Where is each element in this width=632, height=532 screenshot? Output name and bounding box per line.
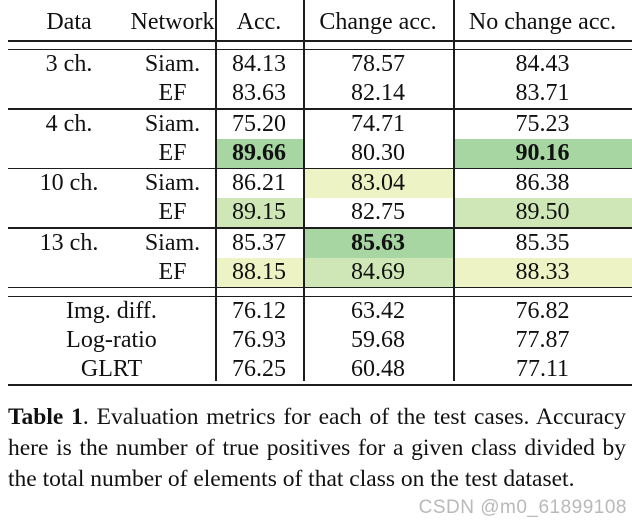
acc-value-highlight: 88.15 bbox=[215, 257, 303, 287]
header-cell-network: Network bbox=[130, 9, 215, 35]
table-row: EF 89.15 82.75 89.50 bbox=[8, 198, 632, 227]
no-change-acc-value-highlight: 88.33 bbox=[453, 257, 632, 287]
acc-value: 76.12 bbox=[232, 297, 286, 324]
header-cell-no-change-acc: No change acc. bbox=[468, 9, 617, 35]
table-row: 13 ch. Siam. 85.37 85.63 85.35 bbox=[8, 228, 632, 258]
no-change-acc-value: 83.71 bbox=[515, 80, 570, 106]
column-divider bbox=[215, 0, 217, 381]
column-divider bbox=[303, 0, 305, 381]
group-rule bbox=[8, 167, 632, 169]
network-label: Siam. bbox=[144, 170, 201, 196]
network-label: Siam. bbox=[144, 51, 201, 77]
group-rule bbox=[8, 108, 632, 110]
acc-value-highlight-best: 89.66 bbox=[215, 138, 303, 168]
no-change-acc-value: 86.38 bbox=[515, 170, 570, 196]
acc-value: 76.93 bbox=[232, 326, 286, 353]
table-caption: Table 1. Evaluation metrics for each of … bbox=[8, 402, 626, 495]
network-label: EF bbox=[158, 80, 187, 106]
change-acc-value: 60.48 bbox=[351, 355, 405, 382]
acc-value: 84.13 bbox=[232, 51, 286, 77]
header-cell-data: Data bbox=[46, 9, 92, 35]
acc-value: 85.37 bbox=[232, 229, 286, 256]
data-label bbox=[8, 258, 130, 287]
network-label: Siam. bbox=[144, 229, 201, 256]
acc-value-highlight: 89.15 bbox=[215, 198, 303, 227]
table-row: EF 88.15 84.69 88.33 bbox=[8, 257, 632, 287]
group-rule bbox=[8, 227, 632, 229]
no-change-acc-value: 76.82 bbox=[515, 297, 570, 324]
acc-value: 76.25 bbox=[232, 355, 286, 382]
network-label: EF bbox=[158, 199, 187, 225]
no-change-acc-value: 84.43 bbox=[515, 51, 570, 77]
data-label bbox=[8, 198, 130, 227]
change-acc-value: 82.75 bbox=[351, 199, 405, 225]
data-label: 4 ch. bbox=[45, 110, 93, 137]
no-change-acc-value-highlight-best: 90.16 bbox=[453, 138, 632, 168]
change-acc-value: 59.68 bbox=[351, 326, 405, 353]
table-row: 4 ch. Siam. 75.20 74.71 75.23 bbox=[8, 110, 632, 139]
table-header-row: Data Network Acc. Change acc. No change … bbox=[8, 0, 632, 40]
change-acc-value: 80.30 bbox=[351, 139, 405, 166]
caption-label: Table 1 bbox=[8, 404, 83, 430]
acc-value: 86.21 bbox=[232, 170, 286, 196]
data-label bbox=[8, 79, 130, 108]
no-change-acc-value: 77.87 bbox=[515, 326, 570, 353]
baseline-label: Img. diff. bbox=[66, 297, 157, 324]
data-label: 10 ch. bbox=[39, 170, 99, 196]
watermark-text: CSDN @m0_61899108 bbox=[418, 497, 627, 518]
column-divider bbox=[453, 0, 455, 381]
table-row-baseline: GLRT 76.25 60.48 77.11 bbox=[8, 355, 632, 384]
data-label: 3 ch. bbox=[45, 51, 93, 77]
section-double-rule bbox=[8, 286, 632, 297]
header-double-rule bbox=[8, 40, 632, 50]
header-cell-acc: Acc. bbox=[236, 9, 282, 35]
data-label: 13 ch. bbox=[39, 229, 99, 256]
change-acc-value: 82.14 bbox=[351, 80, 405, 106]
table-row: 10 ch. Siam. 86.21 83.04 86.38 bbox=[8, 169, 632, 198]
no-change-acc-value-highlight: 89.50 bbox=[453, 198, 632, 227]
table-bottom-rule bbox=[8, 383, 632, 386]
change-acc-value-highlight-best: 85.63 bbox=[303, 228, 453, 258]
acc-value: 75.20 bbox=[232, 110, 286, 137]
results-table: Data Network Acc. Change acc. No change … bbox=[8, 0, 632, 386]
no-change-acc-value: 75.23 bbox=[515, 110, 570, 137]
change-acc-value: 78.57 bbox=[351, 51, 405, 77]
baseline-label: GLRT bbox=[80, 355, 143, 382]
caption-text: . Evaluation metrics for each of the tes… bbox=[8, 404, 626, 492]
no-change-acc-value: 77.11 bbox=[515, 355, 570, 382]
table-row-baseline: Img. diff. 76.12 63.42 76.82 bbox=[8, 297, 632, 326]
table-row-baseline: Log-ratio 76.93 59.68 77.87 bbox=[8, 326, 632, 355]
change-acc-value-highlight: 83.04 bbox=[303, 169, 453, 198]
header-cell-change-acc: Change acc. bbox=[319, 9, 437, 35]
table-row: EF 83.63 82.14 83.71 bbox=[8, 79, 632, 108]
change-acc-value: 63.42 bbox=[351, 297, 405, 324]
table-row: 3 ch. Siam. 84.13 78.57 84.43 bbox=[8, 50, 632, 79]
table-row: EF 89.66 80.30 90.16 bbox=[8, 138, 632, 168]
data-label bbox=[8, 139, 130, 168]
network-label: Siam. bbox=[144, 110, 201, 137]
network-label: EF bbox=[158, 258, 187, 285]
no-change-acc-value: 85.35 bbox=[515, 229, 570, 256]
baseline-label: Log-ratio bbox=[66, 326, 157, 353]
change-acc-value-highlight: 84.69 bbox=[303, 257, 453, 287]
network-label: EF bbox=[158, 139, 187, 166]
change-acc-value: 74.71 bbox=[351, 110, 405, 137]
acc-value: 83.63 bbox=[232, 80, 286, 106]
